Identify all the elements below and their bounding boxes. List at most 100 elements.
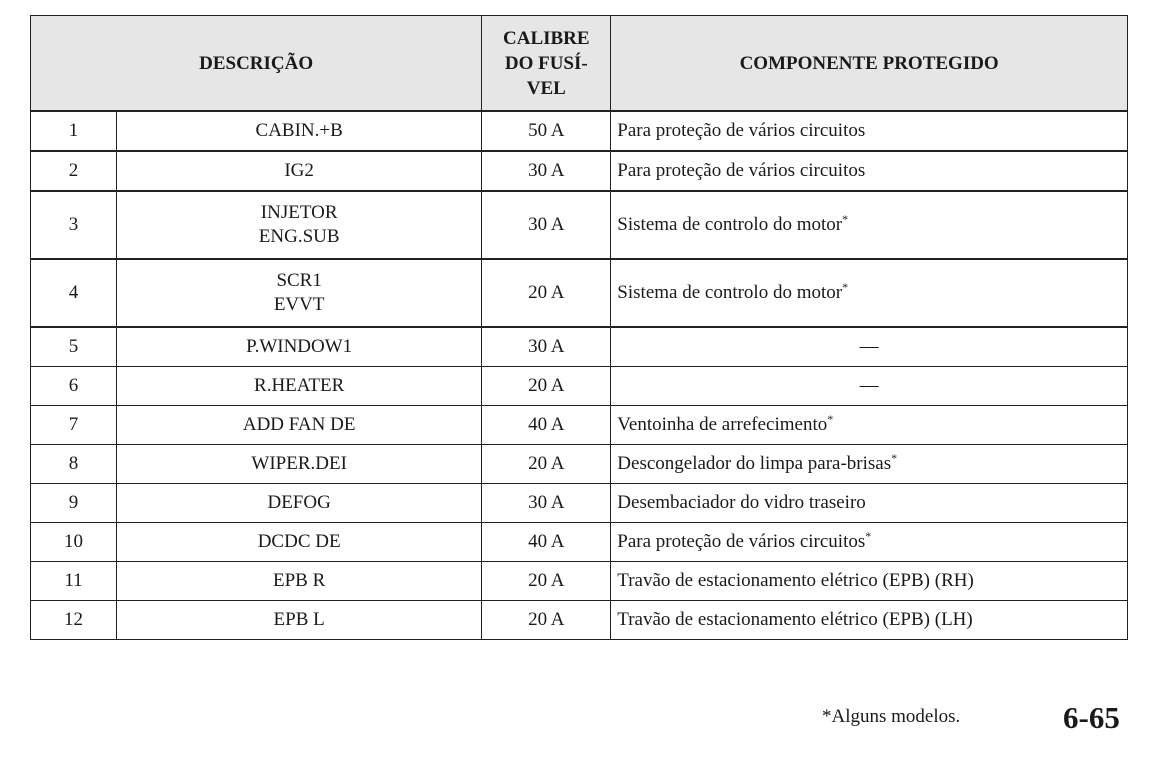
fuse-description: INJETOR ENG.SUB (115, 190, 483, 260)
component-text: Para proteção de vários circuitos (617, 120, 866, 141)
footnote-marker: * (842, 280, 849, 294)
protected-component: Para proteção de vários circuitos (610, 110, 1128, 152)
fuse-description: EPB L (115, 600, 483, 640)
fuse-description: SCR1 EVVT (115, 258, 483, 328)
fuse-description: CABIN.+B (115, 110, 483, 152)
component-text: Sistema de controlo do motor (617, 282, 843, 303)
table-row: 3 INJETOR ENG.SUB 30 A Sistema de controlo d… (30, 190, 1128, 260)
component-text: — (859, 336, 879, 357)
footnote-marker: * (842, 212, 849, 226)
description-line: EPB R (273, 570, 326, 591)
table-row: 12 EPB L 20 A Travão de estacionamento elét… (30, 600, 1128, 640)
fuse-number: 11 (30, 561, 117, 601)
description-line: INJETOR (260, 202, 338, 223)
fuse-number: 9 (30, 483, 117, 523)
footnote-marker: * (827, 412, 834, 426)
description-line: IG2 (284, 160, 314, 181)
protected-component: Para proteção de vários circuitos (610, 150, 1128, 192)
protected-component: Para proteção de vários circuitos* (610, 522, 1128, 562)
fuse-description: ADD FAN DE (115, 405, 483, 445)
fuse-description: EPB R (115, 561, 483, 601)
fuse-rating: 30 A (481, 326, 612, 367)
page-number: 6-65 (1063, 700, 1120, 735)
footnote: *Alguns modelos. (822, 706, 961, 727)
component-text: Descongelador do limpa para-brisas (617, 453, 892, 474)
protected-component: Travão de estacionamento elétrico (EPB) … (610, 561, 1128, 601)
table-row: 6 R.HEATER 20 A — (30, 366, 1128, 406)
fuse-number: 2 (30, 150, 117, 192)
table-header-row: DESCRIÇÃO CALIBRE DO FUSÍ- VEL COMPONENT… (29, 15, 1128, 112)
fuse-number: 10 (30, 522, 117, 562)
component-text: Travão de estacionamento elétrico (EPB) … (617, 609, 973, 630)
fuse-number: 12 (30, 600, 117, 640)
table-row: 1 CABIN.+B 50 A Para proteção de vários cir… (30, 110, 1128, 152)
footnote-marker: * (865, 529, 872, 543)
component-text: Ventoinha de arrefecimento (617, 414, 828, 435)
table-row: 8 WIPER.DEI 20 A Descongelador do limpa par… (30, 444, 1128, 484)
description-line: EVVT (273, 294, 325, 315)
header-protected-component: COMPONENTE PROTEGIDO (610, 15, 1128, 112)
protected-component: Sistema de controlo do motor* (610, 258, 1128, 328)
fuse-number: 4 (30, 258, 117, 328)
component-text: Sistema de controlo do motor (617, 214, 843, 235)
fuse-rating: 40 A (481, 405, 612, 445)
fuse-rating: 20 A (481, 561, 612, 601)
description-line: R.HEATER (254, 375, 345, 396)
fuse-rating: 20 A (481, 366, 612, 406)
description-line: EPB L (273, 609, 325, 630)
fuse-table: DESCRIÇÃO CALIBRE DO FUSÍ- VEL COMPONENT… (29, 15, 1128, 640)
fuse-rating: 30 A (481, 190, 612, 260)
fuse-description: R.HEATER (115, 366, 483, 406)
protected-component: Travão de estacionamento elétrico (EPB) … (610, 600, 1128, 640)
description-line: DCDC DE (257, 531, 341, 552)
description-line: ENG.SUB (258, 226, 340, 247)
component-text: Para proteção de vários circuitos (617, 160, 866, 181)
protected-component: — (610, 366, 1128, 406)
fuse-description: P.WINDOW1 (115, 326, 483, 367)
description-line: WIPER.DEI (251, 453, 347, 474)
header-line: VEL (526, 77, 566, 99)
fuse-number: 8 (30, 444, 117, 484)
protected-component: Sistema de controlo do motor* (610, 190, 1128, 260)
fuse-description: WIPER.DEI (115, 444, 483, 484)
table-row: 7 ADD FAN DE 40 A Ventoinha de arrefeciment… (30, 405, 1128, 445)
fuse-description: DEFOG (115, 483, 483, 523)
fuse-rating: 50 A (481, 110, 612, 152)
fuse-number: 7 (30, 405, 117, 445)
fuse-number: 1 (30, 110, 117, 152)
table-row: 9 DEFOG 30 A Desembaciador do vidro traseir… (30, 483, 1128, 523)
header-fuse-rating: CALIBRE DO FUSÍ- VEL (481, 15, 612, 112)
table-row: 11 EPB R 20 A Travão de estacionamento elét… (30, 561, 1128, 601)
fuse-description: IG2 (115, 150, 483, 192)
component-text: Desembaciador do vidro traseiro (617, 492, 866, 513)
table-row: 2 IG2 30 A Para proteção de vários circuito… (30, 150, 1128, 192)
footnote-marker: * (891, 451, 898, 465)
protected-component: Descongelador do limpa para-brisas* (610, 444, 1128, 484)
header-line: CALIBRE (503, 27, 590, 49)
fuse-rating: 20 A (481, 444, 612, 484)
fuse-rating: 20 A (481, 600, 612, 640)
component-text: — (859, 375, 879, 396)
description-line: DEFOG (267, 492, 331, 513)
table-row: 10 DCDC DE 40 A Para proteção de vários cir… (30, 522, 1128, 562)
fuse-number: 5 (30, 326, 117, 367)
component-text: Travão de estacionamento elétrico (EPB) … (617, 570, 974, 591)
description-line: ADD FAN DE (242, 414, 356, 435)
table-row: 4 SCR1 EVVT 20 A Sistema de controlo do moto… (30, 258, 1128, 328)
protected-component: Ventoinha de arrefecimento* (610, 405, 1128, 445)
header-description: DESCRIÇÃO (29, 15, 483, 112)
fuse-rating: 30 A (481, 483, 612, 523)
header-line: DO FUSÍ- (504, 52, 588, 74)
protected-component: Desembaciador do vidro traseiro (610, 483, 1128, 523)
component-text: Para proteção de vários circuitos (617, 531, 866, 552)
fuse-rating: 20 A (481, 258, 612, 328)
description-line: CABIN.+B (255, 120, 343, 141)
fuse-number: 3 (30, 190, 117, 260)
description-line: P.WINDOW1 (246, 336, 353, 357)
table-row: 5 P.WINDOW1 30 A — (30, 326, 1128, 367)
fuse-number: 6 (30, 366, 117, 406)
description-line: SCR1 (276, 270, 322, 291)
protected-component: — (610, 326, 1128, 367)
fuse-rating: 40 A (481, 522, 612, 562)
fuse-rating: 30 A (481, 150, 612, 192)
